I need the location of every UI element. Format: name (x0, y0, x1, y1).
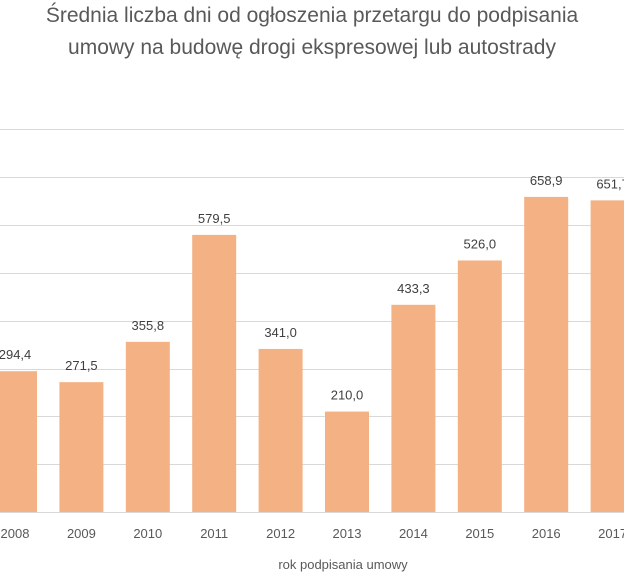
x-tick-label: 2010 (133, 526, 162, 541)
data-label: 433,3 (397, 281, 430, 296)
bar (524, 196, 569, 513)
data-label: 658,9 (530, 173, 563, 188)
bar (457, 260, 502, 512)
data-label: 341,0 (264, 325, 297, 340)
x-tick-label: 2013 (333, 526, 362, 541)
x-tick-label: 2012 (266, 526, 295, 541)
x-tick-label: 2016 (532, 526, 561, 541)
bar (59, 382, 104, 512)
x-tick-label: 2011 (200, 526, 228, 541)
x-tick-label: 2008 (1, 526, 30, 541)
data-label: 579,5 (198, 211, 231, 226)
data-label: 526,0 (464, 236, 497, 251)
bar (192, 234, 237, 512)
bar (0, 371, 37, 512)
x-tick-label: 2009 (67, 526, 96, 541)
x-tick-label: 2017 (598, 526, 624, 541)
x-axis-title: rok podpisania umowy (278, 557, 408, 572)
bar (391, 304, 436, 512)
chart-title-line-1: Średnia liczba dni od ogłoszenia przetar… (45, 4, 579, 27)
data-label: 294,4 (0, 347, 31, 362)
data-label: 651,7 (596, 176, 624, 191)
bar (258, 348, 303, 512)
bar (125, 341, 170, 512)
bar (590, 200, 624, 512)
chart-title-line-2: umowy na budowę drogi ekspresowej lub au… (68, 36, 556, 59)
x-tick-label: 2014 (399, 526, 428, 541)
data-label: 355,8 (132, 318, 165, 333)
chart-title: Średnia liczba dni od ogłoszenia przetar… (0, 0, 624, 64)
x-tick-label: 2015 (465, 526, 494, 541)
data-label: 210,0 (331, 388, 364, 403)
bar (325, 411, 369, 512)
data-label: 271,5 (65, 358, 98, 373)
